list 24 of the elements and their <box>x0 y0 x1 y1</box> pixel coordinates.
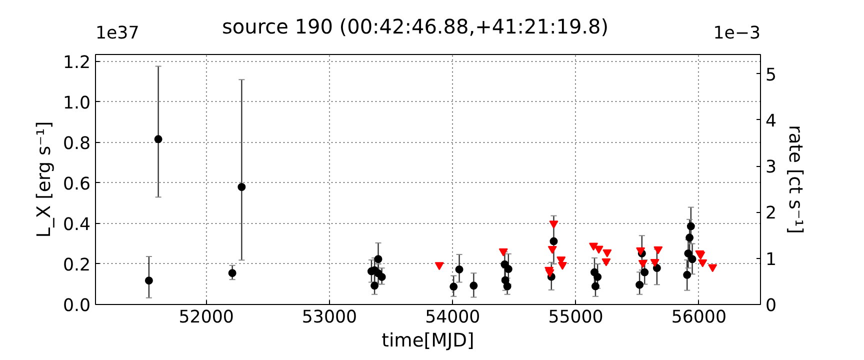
x-tick-label: 53000 <box>302 308 358 328</box>
y-tick-label: 1.2 <box>62 52 91 73</box>
y-tick-label: 1.0 <box>62 93 91 114</box>
y-axis-title: L_X [erg s⁻¹] <box>34 121 55 238</box>
y-tick-label: 0.0 <box>62 296 91 316</box>
text: 1e37 <box>96 24 140 44</box>
y2-tick-label: 2 <box>766 204 777 224</box>
y-tick-label: 0.8 <box>62 134 91 154</box>
chart-title: source 190 (00:42:46.88,+41:21:19.8) <box>222 14 609 38</box>
y2-axis-title: rate [ct s⁻¹] <box>784 125 806 234</box>
y2-tick-label: 4 <box>766 112 777 132</box>
y2-tick-label: 5 <box>766 65 777 86</box>
x-tick-label: 54000 <box>425 308 480 328</box>
y-tick-label: 0.2 <box>62 255 91 276</box>
y2-tick-label: 3 <box>766 158 777 178</box>
y-tick-label: 0.6 <box>62 174 91 194</box>
x-tick-label: 56000 <box>671 308 726 328</box>
y-tick-label: 0.4 <box>62 214 91 235</box>
x-axis-title: time[MJD] <box>382 330 474 352</box>
x-tick-label: 52000 <box>178 308 234 328</box>
y2-tick-label: 0 <box>766 296 777 316</box>
text: 1e−3 <box>713 24 761 44</box>
y2-tick-label: 1 <box>766 250 777 270</box>
x-tick-label: 55000 <box>548 308 604 328</box>
